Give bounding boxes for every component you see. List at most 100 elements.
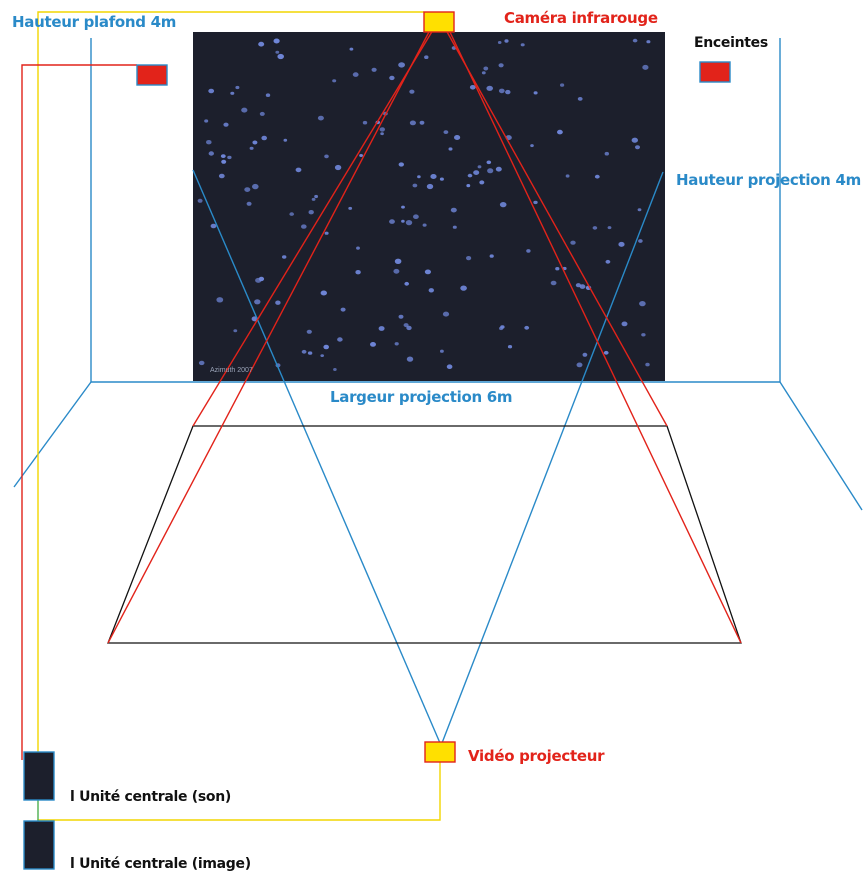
particle [389, 75, 395, 81]
particle [249, 146, 254, 150]
particle [495, 166, 502, 172]
particle [216, 297, 224, 303]
particle [380, 132, 384, 136]
particle [446, 364, 453, 370]
particle [301, 224, 307, 229]
particle [252, 140, 258, 145]
particle [337, 337, 343, 342]
particle [282, 255, 287, 259]
particle [466, 256, 472, 261]
particle [565, 174, 570, 178]
particle [275, 50, 280, 54]
particle [401, 219, 405, 223]
particle [283, 138, 288, 142]
particle [477, 165, 482, 169]
particle [359, 154, 363, 157]
particle [204, 119, 209, 123]
particle [406, 356, 414, 362]
particle [389, 219, 395, 224]
particle [469, 85, 476, 90]
particle [467, 173, 473, 178]
particle [265, 93, 271, 97]
projection-screen [193, 32, 665, 381]
left-floor-edge [13, 381, 92, 488]
particle [259, 111, 265, 116]
particle [440, 349, 444, 353]
particle [483, 66, 489, 71]
particle [323, 344, 330, 350]
projector-icon [424, 741, 456, 763]
particle [524, 325, 530, 330]
camera-icon [423, 11, 455, 33]
room-outline [13, 38, 863, 511]
particle [555, 267, 560, 271]
particle [320, 354, 325, 357]
particle [417, 175, 421, 179]
particle [442, 311, 450, 317]
particle [348, 206, 353, 210]
particle [332, 79, 337, 83]
particle [603, 350, 609, 355]
particle [401, 205, 405, 209]
particle [430, 174, 437, 179]
projector-beam-right [441, 171, 664, 744]
particle [246, 201, 252, 206]
ceiling-height-label: Hauteur plafond 4m [12, 13, 177, 31]
particle [324, 154, 329, 159]
speaker-left-icon [136, 64, 168, 86]
particle [307, 351, 313, 355]
particle [379, 127, 385, 132]
particle [550, 280, 557, 286]
ir-camera-label: Caméra infrarouge [504, 9, 658, 27]
particle [646, 40, 651, 44]
particle [439, 177, 444, 181]
particle [208, 88, 215, 94]
screen-credit: Azimuth 2007 [210, 367, 253, 374]
particle [557, 129, 563, 135]
particle [295, 167, 302, 173]
particle [422, 223, 427, 227]
particle [317, 115, 324, 121]
particle [577, 97, 583, 101]
particle [398, 62, 405, 68]
particle [466, 184, 471, 188]
particle [426, 183, 434, 190]
particle [218, 173, 225, 179]
video-projector-label: Vidéo projecteur [468, 747, 605, 765]
particle [621, 321, 628, 327]
particle [394, 342, 399, 346]
particle [637, 208, 642, 212]
particle [277, 53, 285, 60]
particle [526, 249, 531, 253]
particle [227, 155, 232, 160]
particle [308, 210, 314, 215]
particle [592, 226, 598, 230]
particle [352, 72, 359, 77]
floor-tracking-area [107, 425, 742, 644]
particle-field [197, 38, 651, 371]
particle [605, 259, 611, 264]
particle [443, 130, 449, 135]
particle [371, 67, 377, 72]
computer-image-icon [23, 820, 55, 870]
particle [486, 85, 494, 91]
particle [406, 325, 412, 331]
particle [314, 194, 318, 199]
particle [486, 160, 492, 165]
particle [498, 88, 505, 94]
particle [520, 43, 525, 47]
particle [333, 368, 337, 371]
particle [424, 269, 431, 275]
particle [261, 135, 268, 141]
right-floor-edge [779, 381, 863, 511]
particle [355, 270, 361, 275]
particle [306, 329, 312, 334]
particle [403, 323, 409, 328]
projection-height-label: Hauteur projection 4m [676, 171, 861, 189]
particle [413, 214, 419, 219]
particle [448, 147, 453, 151]
particle [638, 239, 643, 243]
particle [206, 140, 212, 145]
particle [244, 187, 251, 193]
